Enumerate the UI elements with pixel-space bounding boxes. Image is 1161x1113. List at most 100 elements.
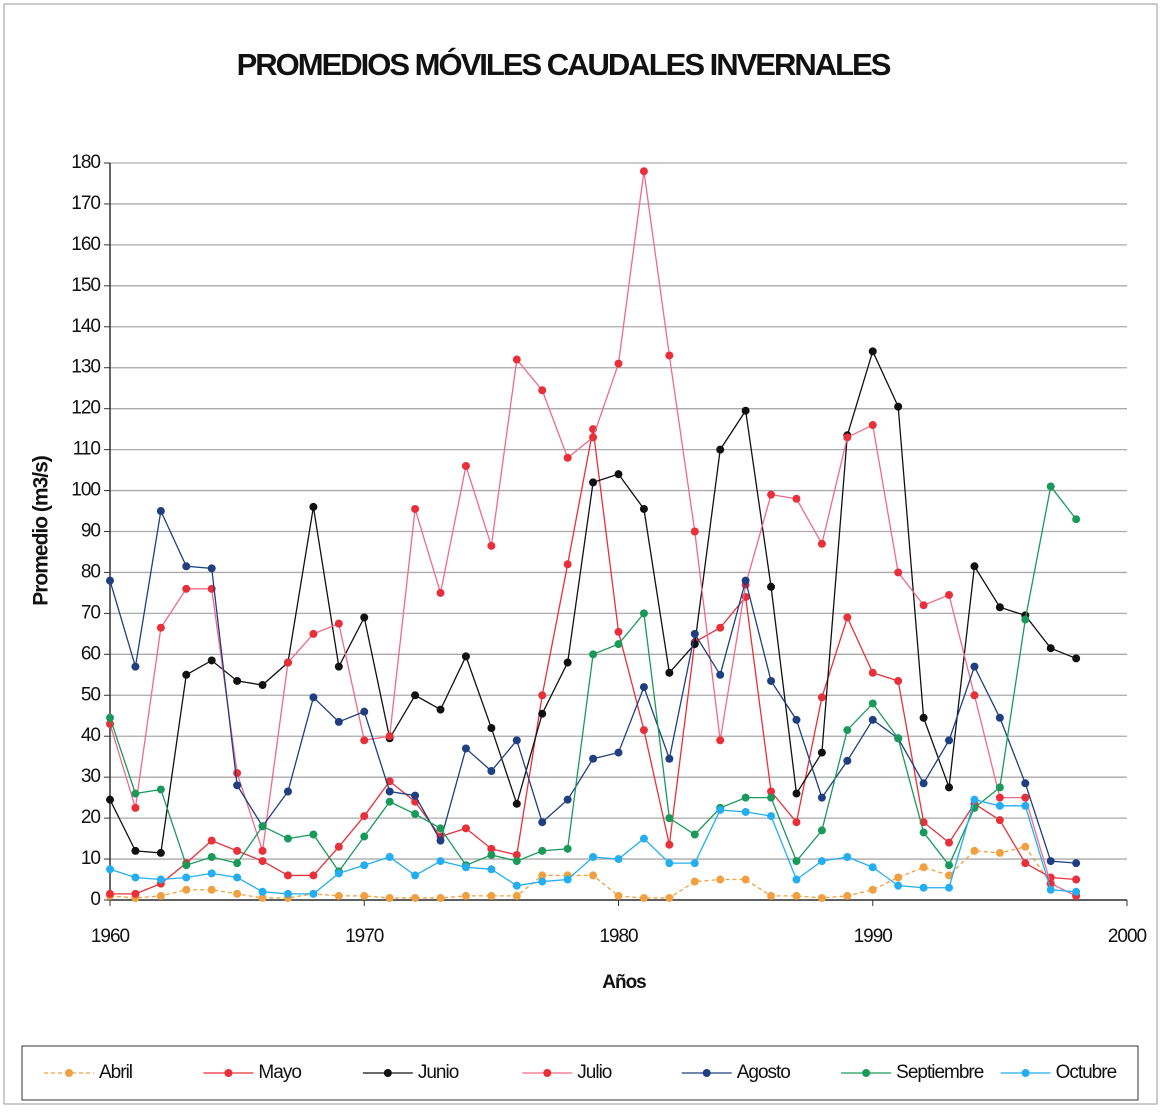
data-point: [512, 857, 521, 866]
data-point: [589, 433, 598, 442]
x-tick-label: 1960: [91, 926, 130, 947]
data-point: [411, 893, 420, 902]
y-tick-label: 170: [71, 193, 100, 214]
data-point: [1021, 615, 1030, 624]
data-point: [538, 877, 547, 886]
y-tick-label: 180: [71, 152, 100, 173]
data-point: [538, 691, 547, 700]
legend-label: Mayo: [258, 1062, 301, 1083]
data-point: [233, 676, 242, 685]
data-point: [919, 883, 928, 892]
data-point: [1072, 515, 1081, 524]
data-point: [995, 793, 1004, 802]
data-point: [868, 421, 877, 430]
data-point: [360, 861, 369, 870]
legend-marker: [862, 1069, 871, 1077]
data-point: [589, 478, 598, 487]
data-point: [589, 650, 598, 659]
y-tick-label: 110: [73, 439, 101, 460]
data-point: [690, 859, 699, 868]
data-point: [360, 812, 369, 821]
y-tick-label: 90: [81, 521, 101, 542]
legend-label: Octubre: [1056, 1062, 1117, 1083]
data-point: [1072, 859, 1081, 868]
data-point: [868, 863, 877, 872]
data-point: [716, 445, 725, 454]
data-point: [767, 676, 776, 685]
data-point: [360, 613, 369, 622]
data-point: [461, 652, 470, 661]
data-point: [411, 691, 420, 700]
data-point: [233, 781, 242, 790]
data-point: [233, 873, 242, 882]
data-point: [156, 785, 165, 794]
y-tick-label: 30: [81, 766, 101, 787]
data-point: [665, 668, 674, 677]
data-point: [767, 793, 776, 802]
data-point: [716, 670, 725, 679]
data-point: [741, 406, 750, 415]
legend-marker: [543, 1069, 552, 1077]
data-point: [1046, 644, 1055, 653]
data-point: [487, 724, 496, 733]
y-tick-label: 100: [71, 480, 100, 501]
legend-marker: [65, 1069, 73, 1077]
data-point: [207, 836, 216, 845]
data-point: [538, 386, 547, 395]
data-point: [131, 846, 140, 855]
data-point: [817, 893, 826, 902]
data-point: [258, 857, 267, 866]
data-point: [665, 840, 674, 849]
data-point: [1046, 482, 1055, 491]
data-point: [309, 693, 318, 702]
data-point: [945, 783, 954, 792]
data-point: [868, 347, 877, 356]
data-point: [614, 891, 623, 900]
data-point: [309, 889, 318, 898]
data-point: [563, 658, 572, 667]
data-point: [792, 715, 801, 724]
legend-marker: [383, 1069, 392, 1077]
data-point: [487, 850, 496, 859]
data-point: [792, 818, 801, 827]
data-point: [563, 453, 572, 462]
data-point: [970, 846, 979, 855]
data-point: [639, 504, 648, 513]
data-point: [258, 681, 267, 690]
data-point: [512, 850, 521, 859]
data-point: [1021, 859, 1030, 868]
data-point: [945, 861, 954, 870]
data-point: [614, 359, 623, 368]
data-point: [385, 797, 394, 806]
data-point: [817, 748, 826, 757]
data-point: [283, 787, 292, 796]
data-point: [614, 855, 623, 864]
data-point: [283, 889, 292, 898]
data-point: [334, 869, 343, 878]
data-point: [741, 576, 750, 585]
data-point: [1072, 875, 1081, 884]
data-point: [690, 629, 699, 638]
data-point: [258, 893, 267, 902]
data-point: [131, 889, 140, 898]
data-point: [538, 846, 547, 855]
data-point: [461, 744, 470, 753]
data-point: [614, 627, 623, 636]
y-tick-label: 0: [90, 889, 100, 910]
chart-title: PROMEDIOS MÓVILES CAUDALES INVERNALES: [237, 46, 891, 82]
data-point: [1021, 842, 1030, 851]
data-point: [563, 795, 572, 804]
data-point: [716, 875, 725, 884]
data-point: [817, 793, 826, 802]
data-point: [360, 832, 369, 841]
data-point: [665, 859, 674, 868]
legend-label: Abril: [99, 1062, 132, 1083]
data-point: [716, 623, 725, 632]
data-point: [538, 871, 547, 880]
data-point: [131, 803, 140, 812]
y-tick-label: 60: [81, 643, 101, 664]
data-point: [182, 562, 191, 571]
data-point: [512, 736, 521, 745]
data-point: [894, 676, 903, 685]
